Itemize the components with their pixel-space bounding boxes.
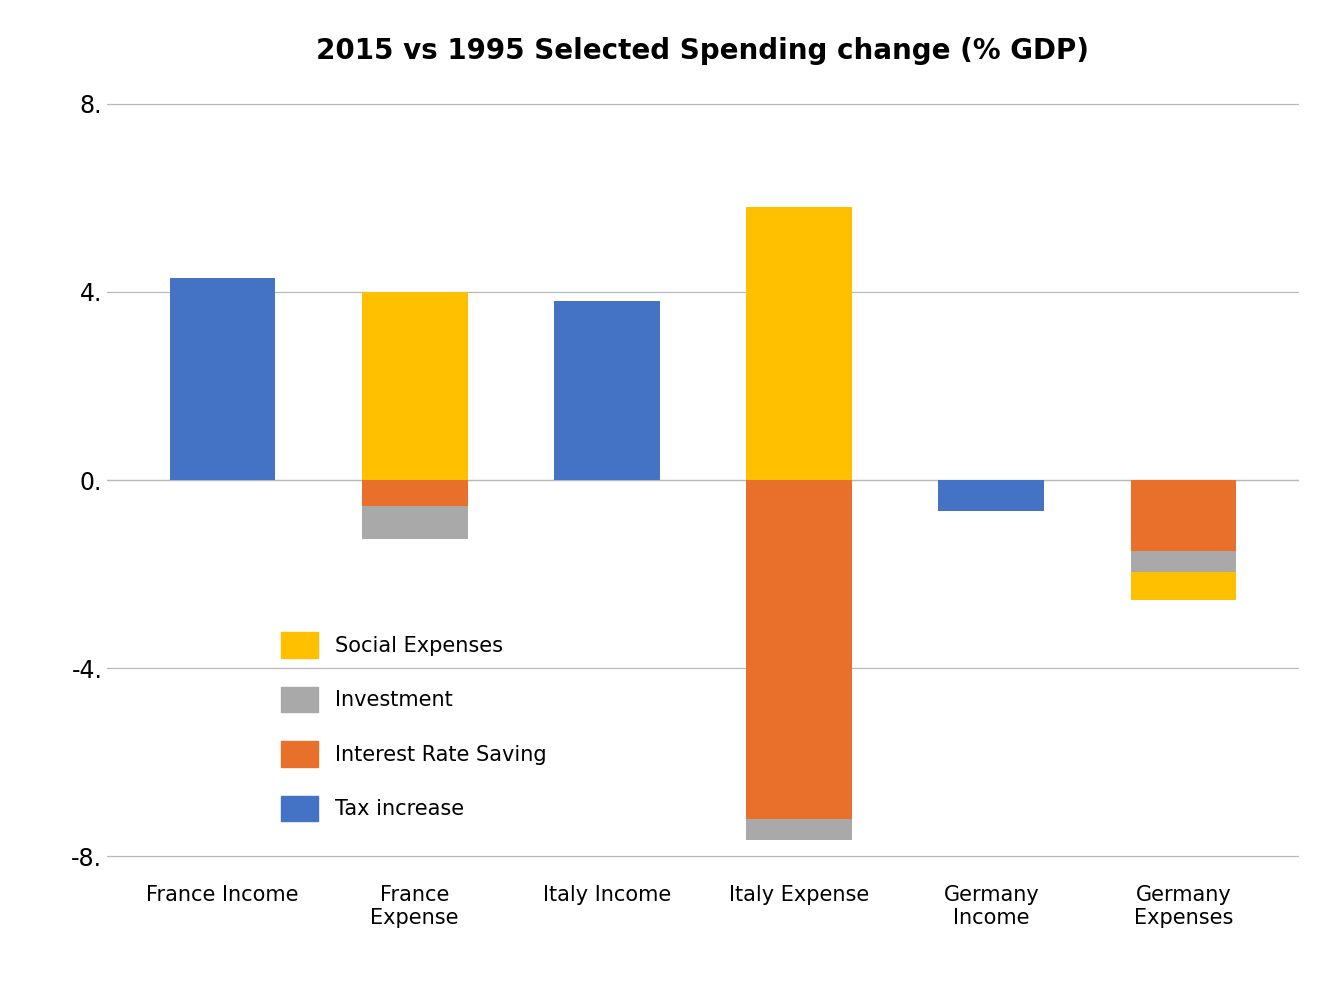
Bar — [170, 278, 276, 480]
Bar — [1130, 480, 1236, 551]
Bar — [1130, 551, 1236, 572]
Bar — [939, 480, 1044, 511]
Bar — [362, 292, 467, 480]
Bar — [1130, 572, 1236, 600]
Bar — [362, 506, 467, 539]
Legend: Social Expenses, Investment, Interest Rate Saving, Tax increase: Social Expenses, Investment, Interest Ra… — [272, 624, 554, 830]
Bar — [554, 301, 660, 480]
Bar — [746, 819, 852, 840]
Title: 2015 vs 1995 Selected Spending change (% GDP): 2015 vs 1995 Selected Spending change (%… — [316, 37, 1090, 65]
Bar — [362, 480, 467, 506]
Bar — [746, 207, 852, 480]
Bar — [746, 480, 852, 819]
